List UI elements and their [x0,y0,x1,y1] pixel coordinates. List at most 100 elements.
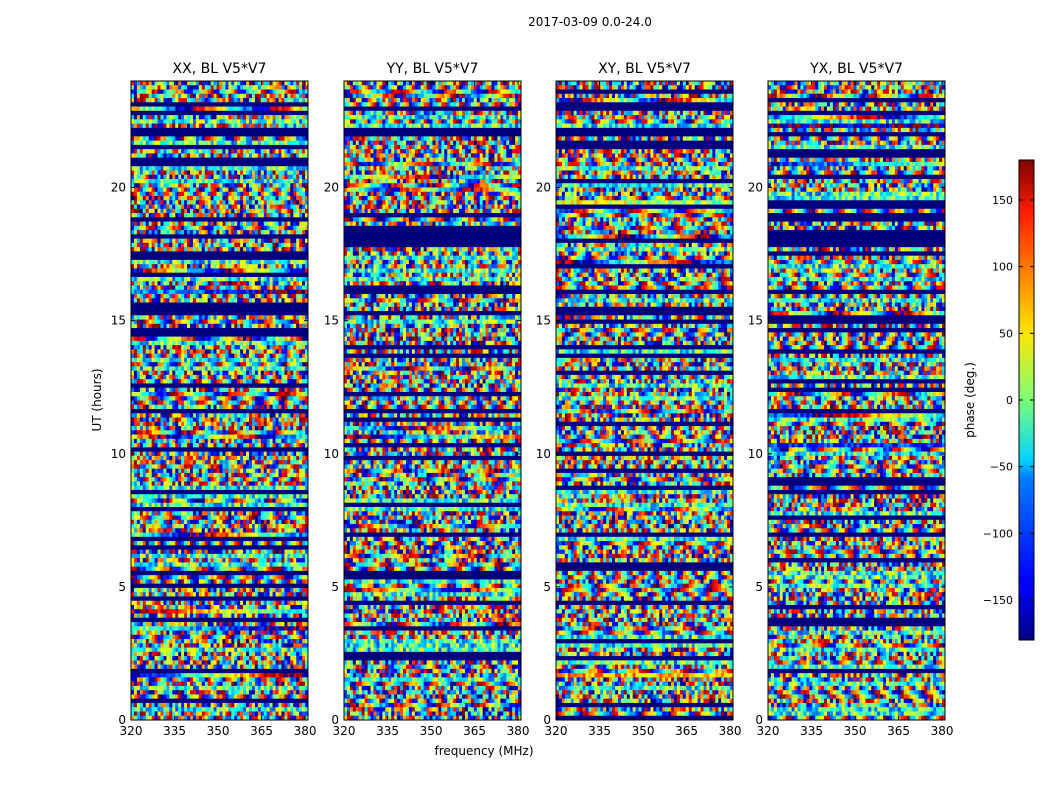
heatmap-cell [231,90,234,95]
heatmap-cell [178,170,181,175]
heatmap-cell [276,124,279,129]
heatmap-cell [184,209,187,214]
heatmap-cell [190,115,193,120]
heatmap-cell [279,209,282,214]
heatmap-cell [255,115,258,120]
heatmap-cell [187,94,190,99]
heatmap-cell [175,179,178,184]
heatmap-cell [205,90,208,95]
heatmap-cell [261,188,264,193]
heatmap-cell [231,213,234,218]
heatmap-cell [155,175,158,180]
heatmap-cell [264,196,267,201]
heatmap-cell [193,98,196,103]
heatmap-cell [134,107,137,112]
heatmap-cell [140,175,143,180]
heatmap-cell [178,192,181,197]
heatmap-cell [264,200,267,205]
heatmap-cell [220,85,223,90]
heatmap-cell [211,209,214,214]
heatmap-cell [234,166,237,171]
heatmap-cell [152,209,155,214]
heatmap-cell [181,200,184,205]
heatmap-cell [214,196,217,201]
heatmap-cell [202,170,205,175]
heatmap-cell [187,205,190,210]
heatmap-cell [181,81,184,86]
heatmap-cell [140,115,143,120]
heatmap-cell [202,196,205,201]
heatmap-cell [205,170,208,175]
heatmap-cell [217,188,220,193]
heatmap-cell [273,81,276,86]
heatmap-cell [290,149,293,154]
heatmap-cell [152,81,155,86]
heatmap-cell [222,90,225,95]
heatmap-cell [243,175,246,180]
heatmap-cell [261,94,264,99]
heatmap-cell [258,213,261,218]
heatmap-cell [296,153,299,158]
heatmap-cell [293,107,296,112]
heatmap-cell [178,119,181,124]
heatmap-cell [217,141,220,146]
heatmap-cell [166,200,169,205]
heatmap-cell [255,94,258,99]
heatmap-cell [196,179,199,184]
heatmap-cell [184,170,187,175]
heatmap-cell [181,183,184,188]
heatmap-cell [220,188,223,193]
heatmap-cell [279,149,282,154]
heatmap-cell [270,175,273,180]
heatmap-cell [134,90,137,95]
heatmap-cell [163,192,166,197]
heatmap-cell [211,141,214,146]
heatmap-cell [222,141,225,146]
heatmap-cell [231,149,234,154]
heatmap-cell [199,213,202,218]
heatmap-cell [163,188,166,193]
heatmap-cell [143,196,146,201]
heatmap-cell [202,209,205,214]
heatmap-cell [225,170,228,175]
heatmap-cell [178,149,181,154]
heatmap-cell [184,166,187,171]
heatmap-cell [287,90,290,95]
heatmap-cell [202,98,205,103]
heatmap-cell [293,183,296,188]
heatmap-cell [240,188,243,193]
heatmap-cell [293,166,296,171]
heatmap-cell [143,222,146,227]
heatmap-cell [255,200,258,205]
heatmap-cell [273,196,276,201]
heatmap-cell [149,153,152,158]
heatmap-cell [264,90,267,95]
heatmap-cell [296,136,299,141]
heatmap-cell [202,141,205,146]
heatmap-cell [281,81,284,86]
heatmap-cell [172,179,175,184]
heatmap-cell [143,179,146,184]
heatmap-cell [255,196,258,201]
heatmap-cell [161,149,164,154]
heatmap-cell [273,179,276,184]
heatmap-cell [137,124,140,129]
heatmap-cell [178,115,181,120]
heatmap-cell [237,98,240,103]
heatmap-cell [137,81,140,86]
heatmap-cell [187,115,190,120]
heatmap-cell [175,175,178,180]
heatmap-cell [220,213,223,218]
heatmap-cell [252,98,255,103]
heatmap-cell [143,205,146,210]
heatmap-cell [181,192,184,197]
heatmap-cell [178,196,181,201]
heatmap-cell [214,166,217,171]
heatmap-cell [252,213,255,218]
heatmap-cell [175,166,178,171]
heatmap-cell [214,179,217,184]
heatmap-cell [293,119,296,124]
heatmap-cell [279,213,282,218]
heatmap-cell [172,153,175,158]
heatmap-cell [184,115,187,120]
